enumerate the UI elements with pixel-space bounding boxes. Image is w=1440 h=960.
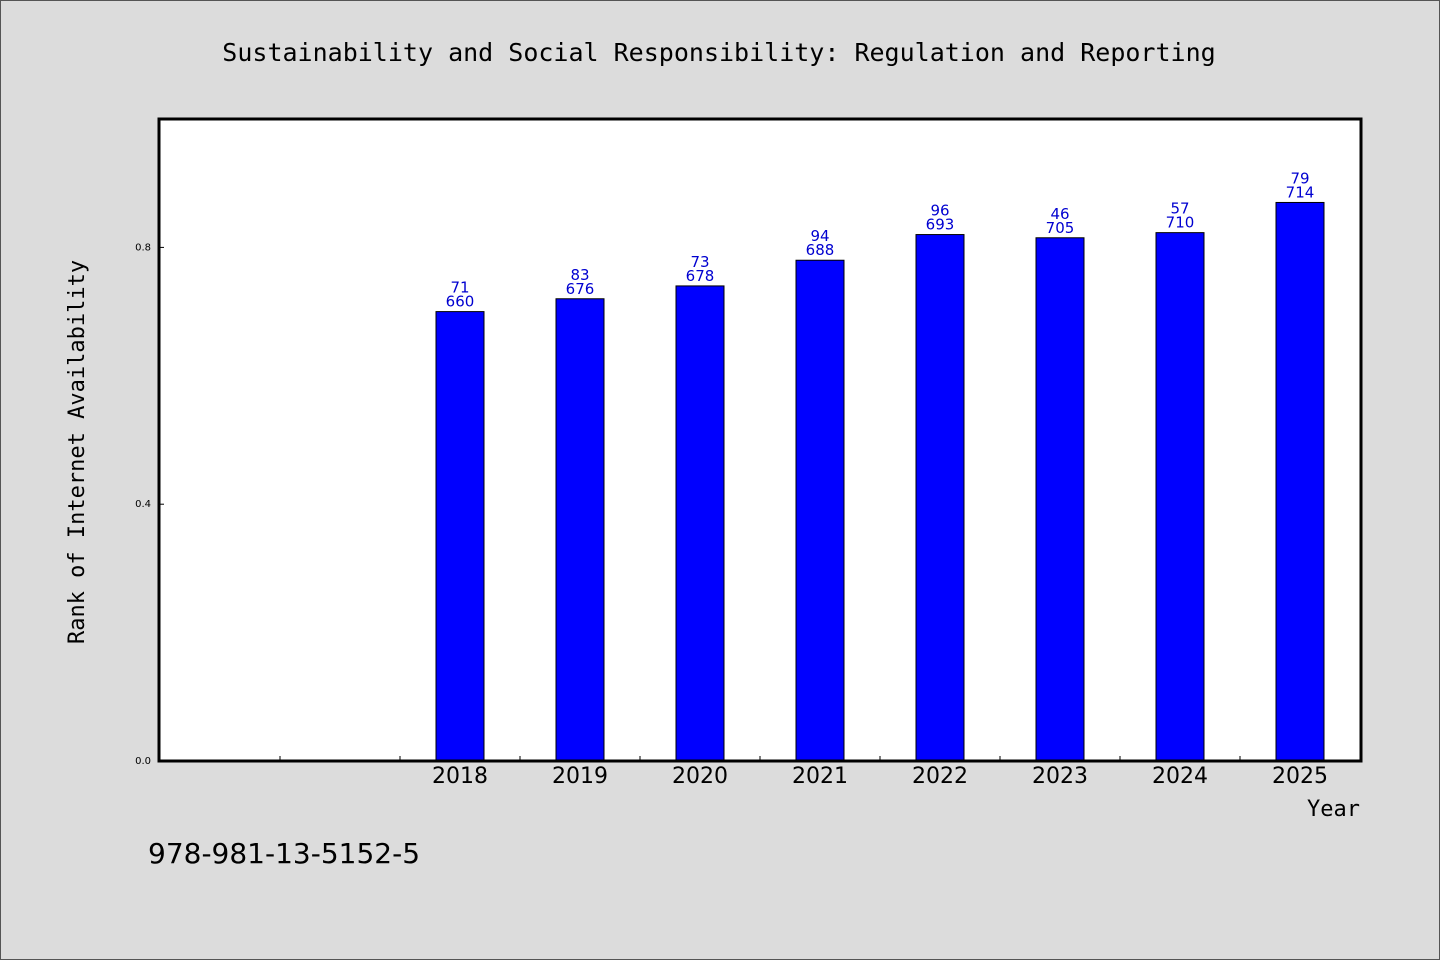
- bar-2021: [795, 259, 845, 762]
- data-label-bottom-2019: 676: [566, 280, 595, 298]
- x-axis-label: Year: [1307, 797, 1360, 822]
- x-tick-label-2025: 2025: [1272, 764, 1328, 789]
- data-label-bottom-2022: 693: [926, 216, 955, 234]
- data-label-bottom-2018: 660: [446, 293, 475, 311]
- x-tick-label-2024: 2024: [1152, 764, 1208, 789]
- y-tick-label: 0.8: [135, 242, 151, 253]
- x-axis-ticks: 2018 2019 2020 2021 2022 2023 2024 2025: [279, 756, 1328, 789]
- bar-2019: [555, 298, 605, 762]
- bars-group: [435, 201, 1325, 762]
- data-label-top-2025: 79: [1290, 169, 1309, 187]
- data-label-top-2020: 73: [690, 253, 709, 271]
- bar-2022: [915, 234, 965, 762]
- data-label-top-2021: 94: [810, 227, 829, 245]
- y-tick-label: 0.4: [135, 499, 151, 510]
- data-label-bottom-2021: 688: [806, 241, 835, 259]
- data-label-top-2018: 71: [450, 279, 469, 297]
- y-tick-label: 0.0: [135, 756, 151, 767]
- x-tick-label-2019: 2019: [552, 764, 608, 789]
- bar-2024: [1155, 232, 1205, 762]
- data-label-top-2024: 57: [1170, 200, 1189, 218]
- plot-border: [157, 117, 1363, 763]
- data-label-bottom-2024: 710: [1166, 214, 1195, 232]
- x-tick-label-2022: 2022: [912, 764, 968, 789]
- data-label-top-2022: 96: [930, 202, 949, 220]
- data-label-bottom-2020: 678: [686, 267, 715, 285]
- bar-2025: [1275, 201, 1325, 762]
- isbn-code: 978-981-13-5152-5: [148, 837, 420, 870]
- x-tick-label-2020: 2020: [672, 764, 728, 789]
- bar-2020: [675, 285, 725, 762]
- data-label-bottom-2023: 705: [1046, 219, 1075, 237]
- data-label-top-2023: 46: [1050, 205, 1069, 223]
- bar-2018: [435, 311, 485, 762]
- x-tick-label-2018: 2018: [432, 764, 488, 789]
- data-label-top-2019: 83: [570, 266, 589, 284]
- y-axis-label: Rank of Internet Availability: [65, 260, 90, 644]
- x-tick-label-2021: 2021: [792, 764, 848, 789]
- data-label-bottom-2025: 714: [1286, 183, 1315, 201]
- bar-2023: [1035, 237, 1085, 762]
- x-tick-label-2023: 2023: [1032, 764, 1088, 789]
- chart-title: Sustainability and Social Responsibility…: [222, 38, 1215, 67]
